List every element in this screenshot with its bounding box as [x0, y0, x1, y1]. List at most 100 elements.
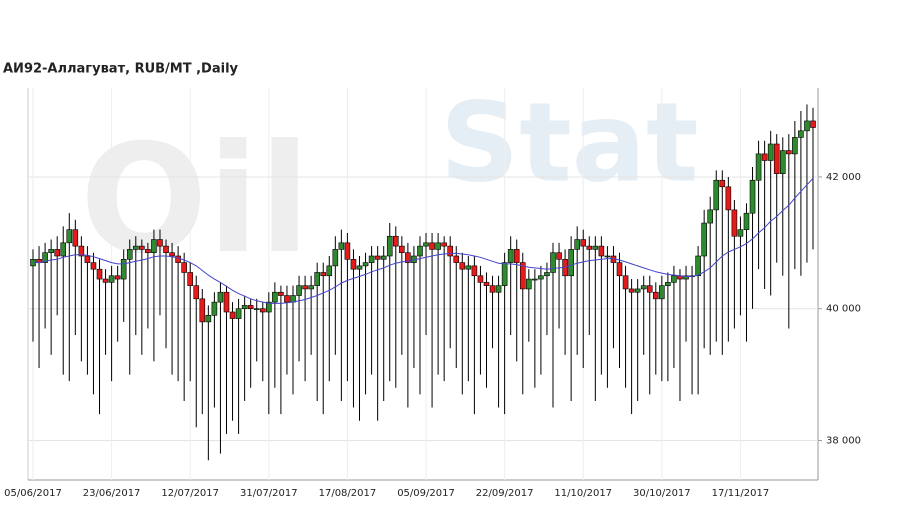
candle-body [538, 275, 544, 280]
candle-body [278, 291, 284, 296]
candle-body [604, 255, 611, 258]
candle-body [181, 262, 187, 273]
candle-body [526, 278, 532, 290]
chart-title: АИ92-Аллагуват, RUB/MT ,Daily [3, 62, 239, 77]
candle-body [132, 245, 139, 250]
candle-body [405, 252, 411, 263]
candle-body [580, 239, 587, 247]
candle-body [308, 285, 314, 290]
candle-body [96, 268, 103, 280]
candle-body [471, 265, 478, 277]
candle-body [235, 308, 242, 319]
candle-body [640, 285, 647, 290]
candle-body [707, 209, 714, 224]
candle-body [441, 242, 447, 247]
candle-body [495, 285, 502, 293]
candle-body [507, 249, 514, 263]
candle-body [737, 229, 744, 237]
candle-body [48, 249, 54, 254]
candle-body [423, 242, 429, 247]
candle-body [574, 239, 580, 250]
candle-body [628, 288, 635, 293]
candle-body [296, 285, 302, 296]
candle-body [659, 285, 665, 300]
candle-body [417, 245, 423, 257]
candle-body [586, 245, 593, 250]
y-tick-label: 42 000 [826, 172, 861, 183]
candle-body [187, 272, 194, 286]
candle-body [568, 249, 574, 277]
candle-body [163, 245, 169, 254]
candle-body [695, 255, 701, 277]
candle-body [102, 278, 109, 283]
candle-body [139, 245, 145, 250]
candle-body [459, 262, 466, 270]
candle-body [90, 262, 97, 270]
candle-body [272, 291, 278, 303]
candle-body [229, 311, 236, 319]
candle-body [786, 150, 792, 155]
x-tick-label: 22/09/2017 [476, 488, 534, 499]
candle-body [72, 229, 79, 247]
x-tick-label: 11/10/2017 [554, 488, 612, 499]
candle-body [634, 288, 641, 293]
candle-body [556, 252, 562, 260]
candle-body [652, 291, 659, 300]
x-tick-label: 17/08/2017 [319, 488, 377, 499]
candle-body [320, 272, 327, 277]
watermark: Stat [440, 78, 699, 206]
candle-body [223, 291, 230, 313]
candle-body [399, 245, 405, 254]
x-tick-label: 30/10/2017 [633, 488, 691, 499]
candle-body [792, 137, 798, 155]
candle-body [374, 255, 381, 260]
candle-body [259, 308, 266, 313]
candle-body [302, 285, 308, 290]
candle-body [266, 301, 272, 313]
candle-body [671, 275, 677, 283]
candle-body [755, 153, 762, 181]
candle-body [42, 252, 48, 263]
candle-body [598, 245, 605, 257]
candle-body [550, 252, 556, 273]
candle-body [217, 291, 224, 303]
moving-average [33, 177, 814, 304]
candle-body [743, 212, 750, 230]
candle-body [54, 249, 60, 257]
candle-body [368, 255, 375, 263]
candle-body [205, 314, 212, 323]
candle-body [241, 305, 248, 310]
candle-body [386, 235, 393, 257]
y-tick-label: 38 000 [826, 435, 861, 446]
x-tick-label: 23/06/2017 [83, 488, 141, 499]
candle-body [157, 239, 163, 247]
candle-body [779, 150, 786, 174]
candle-body [145, 249, 151, 254]
candle-body [477, 275, 484, 283]
candle-body [804, 120, 810, 132]
x-tick-label: 12/07/2017 [161, 488, 219, 499]
candle-body [193, 285, 200, 300]
y-tick-label: 40 000 [826, 304, 861, 315]
candle-body [767, 143, 774, 161]
candle-body [622, 275, 629, 290]
candle-body [247, 305, 254, 310]
candle-body [108, 275, 115, 283]
candle-body [199, 298, 206, 323]
candle-body [66, 229, 73, 244]
candle-body [465, 265, 472, 270]
candle-body [513, 249, 520, 263]
candle-body [126, 249, 133, 260]
candle-body [380, 255, 387, 260]
candle-body [169, 252, 175, 257]
candle-body [731, 209, 738, 237]
candle-body [326, 265, 333, 277]
candle-body [665, 282, 671, 286]
x-tick-label: 05/06/2017 [4, 488, 62, 499]
candle-body [701, 222, 707, 257]
candle-body [356, 265, 363, 270]
x-tick-label: 05/09/2017 [397, 488, 455, 499]
candle-body [151, 239, 157, 254]
candle-body [646, 285, 653, 293]
